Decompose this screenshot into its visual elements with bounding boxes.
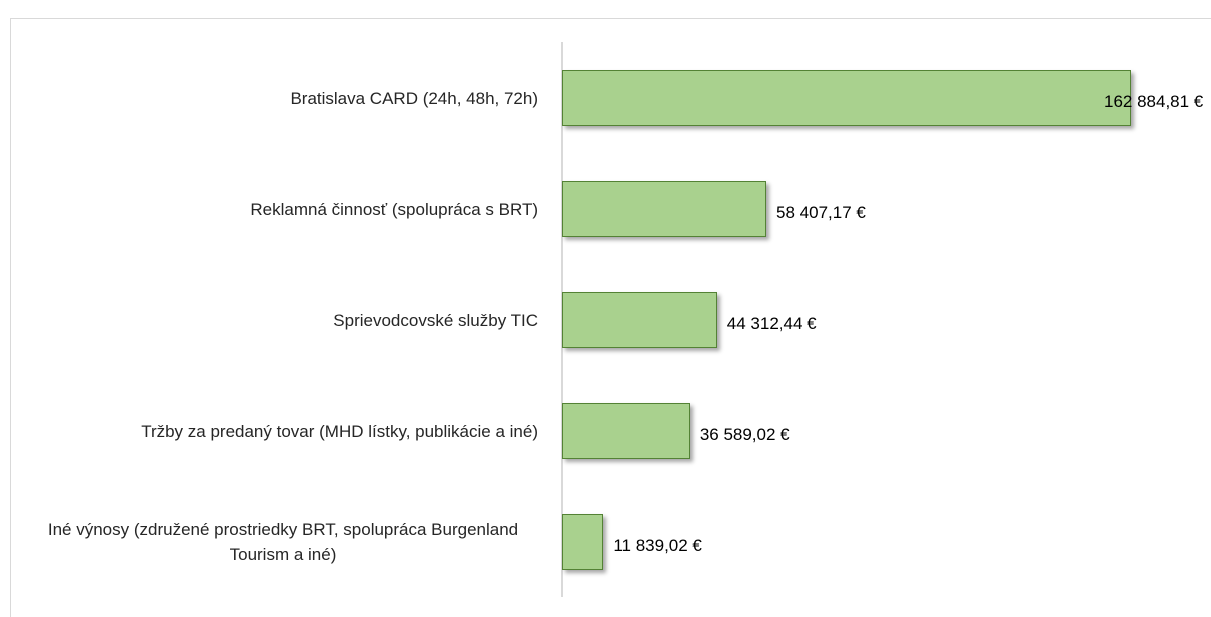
value-label: 44 312,44 € (726, 314, 817, 333)
bar (562, 403, 690, 459)
category-label: Iné výnosy (združené prostriedky BRT, sp… (47, 520, 519, 564)
value-label: 58 407,17 € (776, 203, 866, 222)
bar (562, 70, 1131, 126)
value-label: 36 589,02 € (699, 425, 790, 444)
bar (562, 514, 604, 570)
value-label: 11 839,02 € (613, 536, 702, 555)
bar (562, 292, 717, 348)
category-label: Bratislava CARD (24h, 48h, 72h) (290, 88, 538, 108)
value-label: 162 884,81 € (1104, 92, 1204, 111)
chart-frame (10, 18, 1211, 617)
category-label: Reklamná činnosť (spolupráca s BRT) (250, 199, 538, 219)
category-label: Sprievodcovské služby TIC (333, 310, 538, 330)
category-label: Tržby za predaný tovar (MHD lístky, publ… (141, 421, 538, 441)
bar (562, 181, 767, 237)
